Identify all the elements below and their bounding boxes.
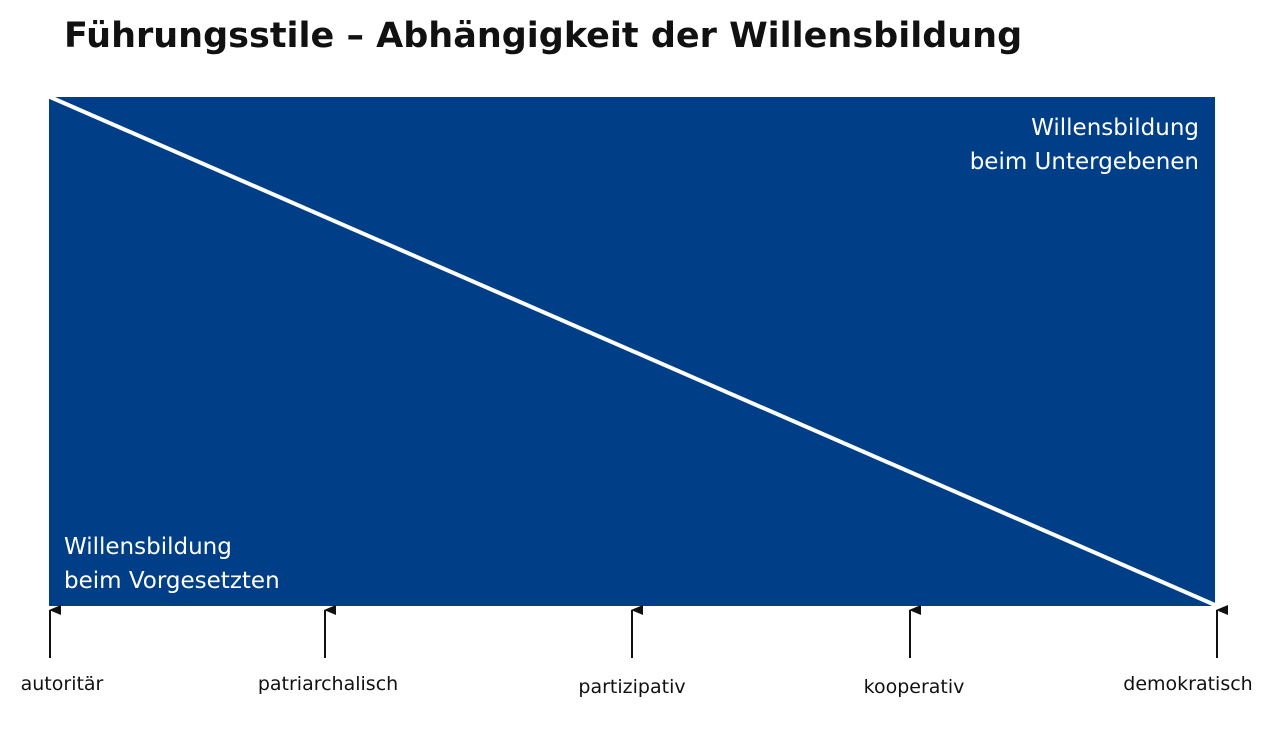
label-line: beim Vorgesetzten (64, 568, 280, 594)
label-line: Willensbildung (1031, 115, 1199, 141)
style-label-kooperativ: kooperativ (863, 676, 965, 698)
style-label-demokratisch: demokratisch (1123, 673, 1253, 695)
divider-line (48, 95, 1217, 607)
label-willensbildung-untergebener: Willensbildung beim Untergebenen (970, 111, 1199, 179)
page-title: Führungsstile – Abhängigkeit der Willens… (64, 16, 1023, 56)
label-willensbildung-vorgesetzter: Willensbildung beim Vorgesetzten (64, 530, 280, 598)
style-label-patriarchalisch: patriarchalisch (257, 673, 399, 695)
style-label-autoritaer: autoritär (20, 673, 104, 695)
label-line: Willensbildung (64, 534, 232, 560)
style-label-partizipativ: partizipativ (578, 676, 686, 698)
label-line: beim Untergebenen (969, 149, 1199, 175)
